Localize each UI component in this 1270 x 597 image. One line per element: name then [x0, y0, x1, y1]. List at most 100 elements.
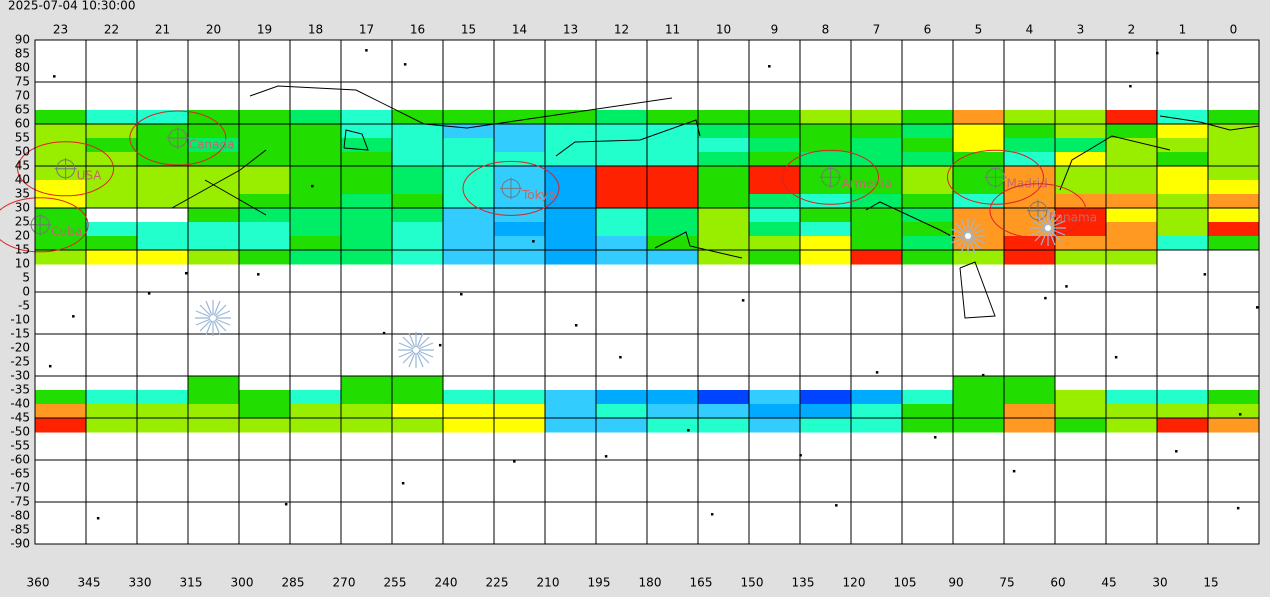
heat-cell: [392, 222, 444, 237]
heat-cell: [443, 390, 495, 405]
y-tick-label: -10: [10, 313, 30, 327]
star: [382, 331, 386, 335]
y-tick-label: -90: [10, 537, 30, 551]
hour-label: 8: [822, 23, 830, 37]
heat-cell: [647, 390, 699, 405]
hour-label: 18: [308, 23, 323, 37]
city: Armenia: [782, 149, 892, 205]
x-tick-label: 60: [1050, 576, 1065, 590]
y-tick-label: -85: [10, 523, 30, 537]
heat-cell: [35, 110, 87, 125]
heat-cell: [1055, 110, 1107, 125]
hour-label: 13: [563, 23, 578, 37]
heat-cell: [188, 418, 240, 433]
city-label: Tokyo: [521, 188, 556, 202]
heat-cell: [800, 418, 852, 433]
heat-cell: [290, 110, 342, 125]
x-tick-label: 240: [435, 576, 458, 590]
heat-cell: [749, 166, 801, 181]
x-tick-label: 75: [999, 576, 1014, 590]
heat-cell: [851, 194, 903, 209]
heat-cell: [902, 236, 954, 251]
heat-cell: [1004, 194, 1056, 209]
constellation-line: [865, 201, 956, 239]
y-tick-label: -20: [10, 341, 30, 355]
city-label: Cuba: [51, 224, 82, 238]
heat-cell: [851, 180, 903, 195]
heat-cell: [596, 138, 648, 153]
star: [1203, 273, 1207, 276]
x-tick-label: 300: [231, 576, 254, 590]
heat-cell: [800, 404, 852, 419]
heat-cell: [1106, 138, 1158, 153]
heat-cell: [35, 236, 87, 251]
heat-cell: [1208, 208, 1260, 223]
heat-cell: [953, 222, 1005, 237]
heat-cell: [137, 138, 189, 153]
heat-cell: [290, 180, 342, 195]
heat-cell: [35, 208, 87, 223]
heat-cell: [35, 418, 87, 433]
heat-cell: [290, 390, 342, 405]
star: [513, 460, 516, 463]
star: [532, 240, 535, 243]
star: [1255, 306, 1259, 309]
heat-cell: [392, 208, 444, 223]
heat-cell: [443, 404, 495, 419]
hour-label: 23: [53, 23, 68, 37]
heat-cell: [902, 250, 954, 265]
heat-cell: [749, 194, 801, 209]
heat-cell: [953, 208, 1005, 223]
heat-cell: [239, 152, 291, 167]
x-tick-label: 45: [1101, 576, 1116, 590]
heat-cell: [35, 390, 87, 405]
hour-label: 14: [512, 23, 527, 37]
star: [365, 49, 368, 52]
heat-cell: [290, 418, 342, 433]
y-tick-label: 70: [15, 89, 30, 103]
hour-label: 17: [359, 23, 374, 37]
hour-label: 4: [1026, 23, 1034, 37]
y-tick-label: 60: [15, 117, 30, 131]
star: [835, 504, 838, 507]
heat-cell: [188, 124, 240, 139]
hour-label: 11: [665, 23, 680, 37]
heat-cell: [749, 250, 801, 265]
star: [284, 502, 288, 506]
heat-cell: [1004, 250, 1056, 265]
heat-cell: [494, 390, 546, 405]
heat-cell: [1106, 222, 1158, 237]
heat-cell: [86, 152, 138, 167]
heat-cell: [239, 124, 291, 139]
heat-cell: [698, 138, 750, 153]
heat-cell: [392, 418, 444, 433]
heat-cell: [596, 152, 648, 167]
star: [875, 371, 879, 374]
heat-cell: [341, 166, 393, 181]
heat-cell: [545, 194, 597, 209]
hour-label: 22: [104, 23, 119, 37]
heat-cell: [1055, 418, 1107, 433]
heat-cell: [341, 152, 393, 167]
constellation-line: [204, 179, 267, 216]
heat-cell: [137, 236, 189, 251]
heat-cell: [188, 250, 240, 265]
heat-cell: [290, 152, 342, 167]
heat-cell: [1106, 166, 1158, 181]
heat-cell: [749, 404, 801, 419]
heat-cell: [545, 110, 597, 125]
heat-cell: [596, 222, 648, 237]
constellation-line: [249, 85, 673, 129]
heat-cell: [1106, 110, 1158, 125]
heat-cell: [239, 194, 291, 209]
hour-label: 21: [155, 23, 170, 37]
y-tick-label: 20: [15, 229, 30, 243]
heat-cell: [392, 138, 444, 153]
heat-cell: [188, 390, 240, 405]
heat-cell: [86, 250, 138, 265]
heat-cell: [1055, 124, 1107, 139]
heat-cell: [494, 152, 546, 167]
heat-cell: [290, 404, 342, 419]
star: [574, 324, 578, 327]
